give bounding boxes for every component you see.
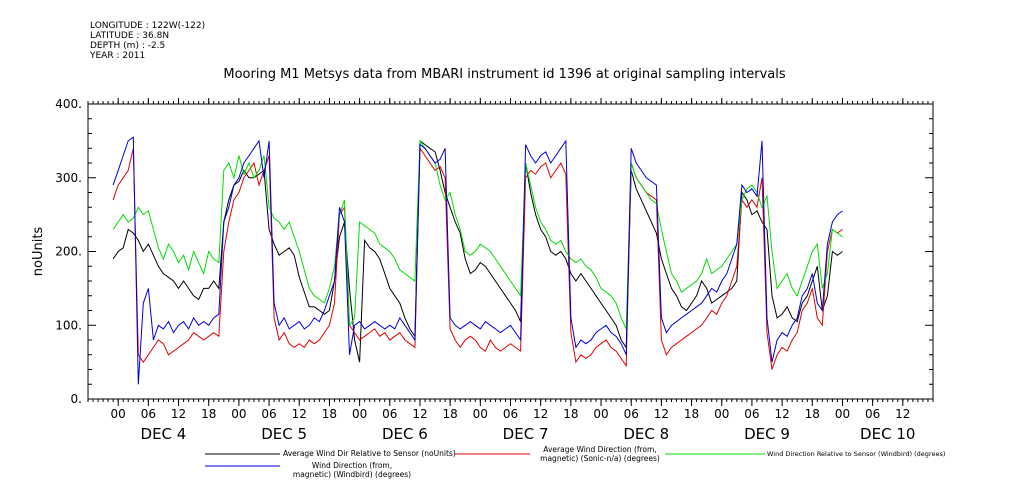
x-tick-label: 18 [684, 407, 699, 421]
y-tick-label: 0. [71, 392, 82, 406]
legend-label-1: Average Wind Dir Relative to Sensor (noU… [283, 449, 456, 458]
series-line-3 [112, 139, 843, 330]
series-line-2 [112, 146, 843, 370]
x-tick-label: 00 [593, 407, 608, 421]
x-tick-label: 06 [382, 407, 397, 421]
x-tick-label: 00 [352, 407, 367, 421]
x-day-label: DEC 9 [744, 425, 790, 443]
x-tick-label: 18 [322, 407, 337, 421]
x-tick-label: 18 [805, 407, 820, 421]
x-tick-label: 12 [171, 407, 186, 421]
x-tick-label: 06 [624, 407, 639, 421]
x-tick-label: 06 [503, 407, 518, 421]
x-tick-label: 18 [563, 407, 578, 421]
x-day-label: DEC 10 [860, 425, 915, 443]
x-tick-label: 18 [443, 407, 458, 421]
x-day-label: DEC 7 [503, 425, 549, 443]
y-axis-label: noUnits [31, 227, 46, 277]
x-tick-label: 18 [201, 407, 216, 421]
legend-label-3: Wind Direction Relative to Sensor (Windb… [767, 450, 945, 458]
x-tick-label: 00 [835, 407, 850, 421]
series-line-4 [112, 136, 843, 385]
x-tick-label: 00 [473, 407, 488, 421]
legend-label-2-line2: magnetic) (Sonic-n/a) (degrees) [540, 454, 660, 463]
x-tick-label: 00 [714, 407, 729, 421]
meta-depth: DEPTH (m) : -2.5 [90, 41, 166, 51]
y-tick-label: 400. [55, 97, 82, 111]
x-tick-label: 12 [533, 407, 548, 421]
legend-label-4-line2: magnetic) (Windbird) (degrees) [293, 470, 411, 479]
y-tick-label: 200. [55, 245, 82, 259]
x-day-label: DEC 5 [261, 425, 307, 443]
x-tick-label: 06 [141, 407, 156, 421]
x-tick-label: 12 [774, 407, 789, 421]
x-tick-label: 12 [412, 407, 427, 421]
x-tick-label: 00 [231, 407, 246, 421]
x-tick-label: 12 [895, 407, 910, 421]
x-day-label: DEC 4 [141, 425, 187, 443]
plot-frame [87, 103, 934, 400]
legend-label-2: Average Wind Direction (from, [543, 445, 656, 454]
x-day-label: DEC 6 [382, 425, 428, 443]
legend-label-4: Wind Direction (from, [312, 461, 392, 470]
x-tick-label: 12 [654, 407, 669, 421]
x-tick-label: 06 [865, 407, 880, 421]
x-day-label: DEC 8 [623, 425, 669, 443]
y-tick-label: 100. [55, 318, 82, 332]
meta-longitude: LONGITUDE : 122W(-122) [90, 21, 206, 31]
chart-title: Mooring M1 Metsys data from MBARI instru… [223, 67, 786, 82]
x-tick-label: 06 [261, 407, 276, 421]
y-tick-label: 300. [55, 171, 82, 185]
x-tick-label: 00 [111, 407, 126, 421]
meta-year: YEAR : 2011 [90, 51, 146, 61]
meta-latitude: LATITUDE : 36.8N [90, 31, 170, 41]
x-tick-label: 06 [744, 407, 759, 421]
x-tick-label: 12 [292, 407, 307, 421]
